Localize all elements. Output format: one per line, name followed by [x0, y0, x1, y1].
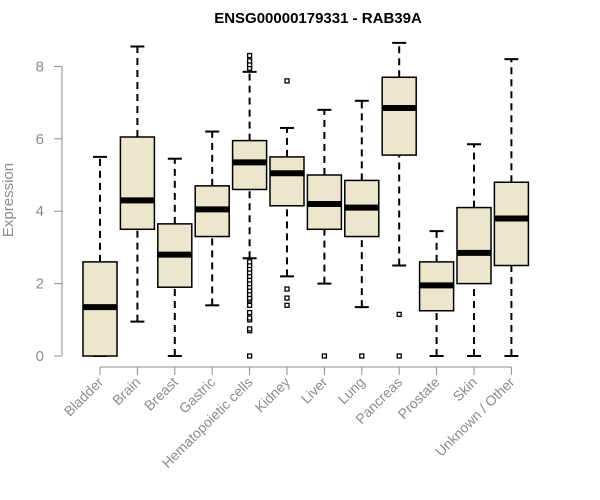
y-tick-label: 0 — [36, 348, 44, 365]
box-bladder — [82, 155, 118, 357]
outlier-point — [246, 353, 253, 359]
x-tick-label: Prostate — [395, 374, 443, 422]
box-iqr — [493, 181, 530, 267]
box-iqr — [269, 156, 305, 207]
x-tick-label: Liver — [298, 374, 331, 407]
box-unknown-other — [493, 58, 530, 357]
chart-title: ENSG00000179331 - RAB39A — [214, 10, 422, 27]
outlier-point — [246, 309, 253, 316]
outlier-point — [246, 52, 253, 59]
x-tick-label: Bladder — [61, 374, 107, 420]
outlier-point — [246, 315, 253, 321]
box-hematopoietic-cells — [231, 52, 268, 359]
box-liver — [306, 108, 343, 359]
y-axis: 0 2 4 6 8 — [36, 58, 63, 365]
box-brain — [119, 45, 156, 323]
outlier-point — [396, 311, 402, 318]
y-tick-label: 4 — [36, 203, 44, 220]
box-pancreas — [381, 41, 417, 359]
box-series — [82, 41, 530, 359]
outlier-point — [359, 353, 365, 359]
y-axis-label: Expression — [0, 163, 17, 237]
outlier-point — [396, 353, 402, 359]
outlier-point — [284, 302, 290, 308]
box-breast — [157, 157, 193, 357]
x-tick-label: Breast — [141, 374, 181, 414]
y-tick-label: 2 — [36, 276, 44, 293]
box-prostate — [418, 230, 455, 357]
x-tick-label: Kidney — [252, 374, 294, 416]
box-gastric — [194, 130, 230, 307]
outlier-point — [246, 302, 253, 308]
y-tick-label: 6 — [36, 131, 44, 148]
box-iqr — [119, 136, 156, 231]
box-lung — [344, 99, 380, 359]
box-kidney — [269, 78, 305, 308]
box-skin — [456, 143, 492, 357]
outlier-point — [246, 259, 253, 265]
outlier-point — [321, 353, 328, 359]
outlier-point — [284, 286, 290, 292]
x-tick-label: Skin — [450, 374, 481, 405]
x-tick-label: Lung — [335, 374, 368, 407]
box-iqr — [456, 206, 492, 285]
outlier-point — [246, 326, 253, 332]
outlier-point — [284, 295, 290, 301]
box-iqr — [381, 76, 417, 156]
y-tick-label: 8 — [36, 58, 44, 75]
x-tick-label: Brain — [109, 374, 143, 408]
outlier-point — [284, 78, 290, 84]
outlier-point — [246, 58, 253, 64]
